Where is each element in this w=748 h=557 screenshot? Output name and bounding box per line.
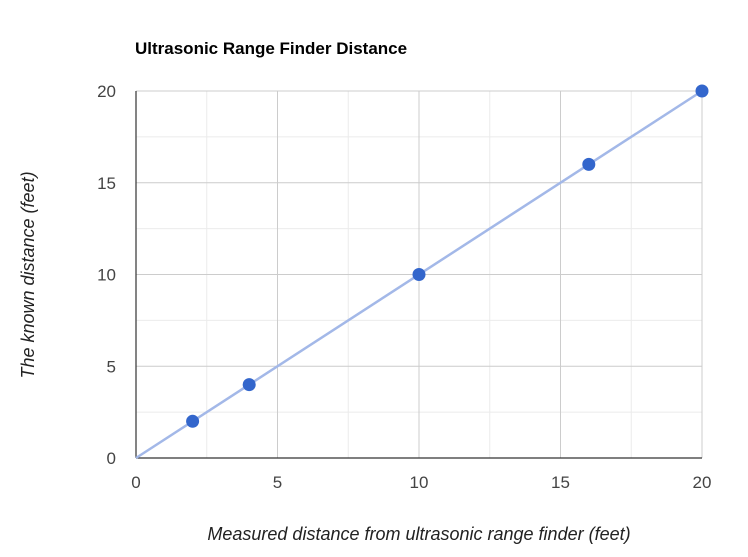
data-point: [582, 157, 596, 171]
y-axis-label: The known distance (feet): [18, 171, 38, 378]
data-point: [695, 84, 709, 98]
x-tick-labels: 0 5 10 15 20: [131, 473, 711, 492]
x-axis-label: Measured distance from ultrasonic range …: [207, 524, 630, 544]
x-tick-label: 20: [693, 473, 712, 492]
y-tick-labels: 0 5 10 15 20: [97, 82, 116, 468]
x-tick-label: 10: [410, 473, 429, 492]
y-tick-label: 20: [97, 82, 116, 101]
chart-title: Ultrasonic Range Finder Distance: [135, 39, 407, 58]
axes: [135, 91, 702, 459]
data-point: [242, 378, 256, 392]
data-points: [186, 84, 709, 428]
x-tick-label: 5: [273, 473, 282, 492]
y-tick-label: 0: [107, 449, 116, 468]
x-tick-label: 0: [131, 473, 140, 492]
y-tick-label: 5: [107, 357, 116, 376]
y-tick-label: 10: [97, 266, 116, 285]
y-tick-label: 15: [97, 174, 116, 193]
x-tick-label: 15: [551, 473, 570, 492]
data-point: [186, 414, 200, 428]
data-point: [412, 268, 426, 281]
